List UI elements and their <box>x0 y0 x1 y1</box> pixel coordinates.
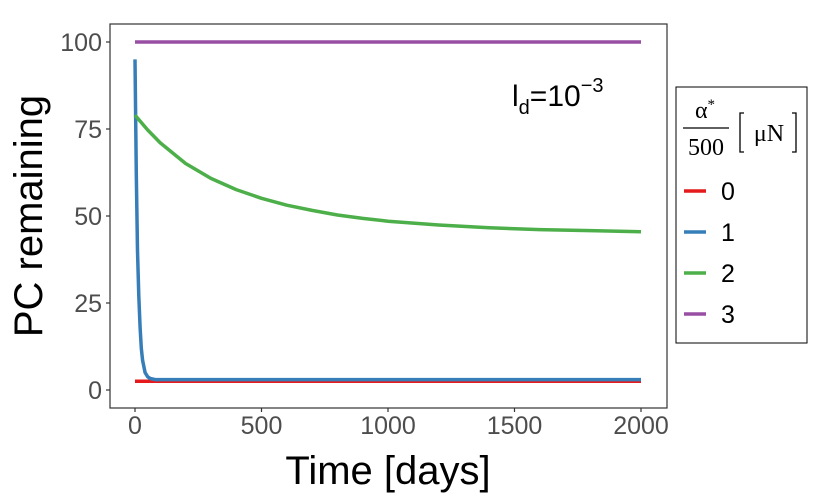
legend-title: α* 500 μN <box>683 97 797 161</box>
x-tick-label: 500 <box>241 412 283 440</box>
legend-label-2: 2 <box>721 260 735 288</box>
legend-box <box>675 86 808 344</box>
y-axis-ticks: 0 25 50 75 100 <box>60 29 110 405</box>
legend-title-left-bracket <box>739 112 744 153</box>
legend-label-1: 1 <box>721 219 735 247</box>
series-line-2 <box>133 113 642 234</box>
legend-title-right-bracket <box>792 112 797 153</box>
y-tick-label: 0 <box>88 377 102 405</box>
y-tick-label: 75 <box>74 116 102 144</box>
x-axis-title: Time [days] <box>285 449 490 493</box>
legend-entries: 0 1 2 3 <box>684 178 735 329</box>
y-axis-title: PC remaining <box>7 95 51 337</box>
legend-label-3: 3 <box>721 301 735 329</box>
y-tick-label: 50 <box>74 203 102 231</box>
legend-title-unit: μN <box>754 121 784 147</box>
legend-label-0: 0 <box>721 178 735 206</box>
x-tick-label: 2000 <box>613 412 669 440</box>
annotation-label: ld=10−3 <box>512 75 604 119</box>
x-tick-label: 1500 <box>487 412 543 440</box>
y-tick-label: 100 <box>60 29 102 57</box>
series-line-1 <box>133 59 641 382</box>
legend-title-numerator: α* <box>695 97 715 124</box>
x-tick-label: 0 <box>128 412 142 440</box>
legend-title-denominator: 500 <box>688 135 724 161</box>
series-layer <box>133 40 642 384</box>
y-tick-label: 25 <box>74 290 102 318</box>
x-axis-ticks: 0 500 1000 1500 2000 <box>128 408 669 440</box>
plot-panel <box>109 23 668 409</box>
x-tick-label: 1000 <box>360 412 416 440</box>
